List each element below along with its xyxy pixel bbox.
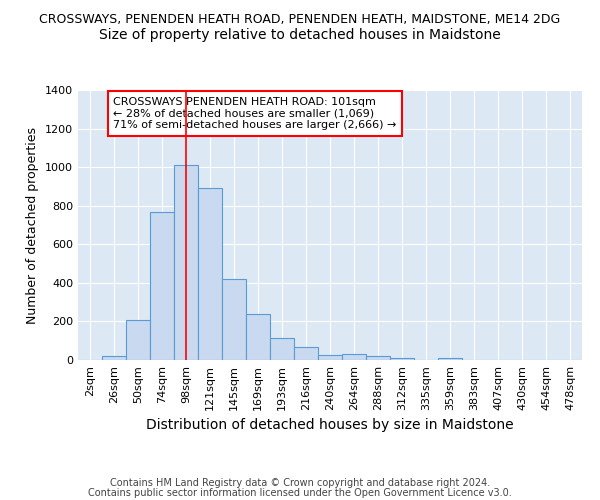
Bar — [126, 320, 150, 360]
Bar — [198, 188, 222, 360]
Bar — [174, 165, 198, 360]
Bar — [150, 212, 174, 360]
Bar — [294, 346, 318, 360]
Bar — [390, 358, 414, 360]
Text: CROSSWAYS PENENDEN HEATH ROAD: 101sqm
← 28% of detached houses are smaller (1,06: CROSSWAYS PENENDEN HEATH ROAD: 101sqm ← … — [113, 97, 397, 130]
Bar — [222, 279, 246, 360]
Bar — [342, 354, 366, 360]
Text: CROSSWAYS, PENENDEN HEATH ROAD, PENENDEN HEATH, MAIDSTONE, ME14 2DG: CROSSWAYS, PENENDEN HEATH ROAD, PENENDEN… — [40, 12, 560, 26]
Bar — [318, 355, 342, 360]
Bar — [246, 314, 270, 360]
Bar — [270, 338, 294, 360]
Text: Contains public sector information licensed under the Open Government Licence v3: Contains public sector information licen… — [88, 488, 512, 498]
Bar — [366, 356, 390, 360]
Text: Size of property relative to detached houses in Maidstone: Size of property relative to detached ho… — [99, 28, 501, 42]
Bar — [102, 356, 126, 360]
Text: Contains HM Land Registry data © Crown copyright and database right 2024.: Contains HM Land Registry data © Crown c… — [110, 478, 490, 488]
X-axis label: Distribution of detached houses by size in Maidstone: Distribution of detached houses by size … — [146, 418, 514, 432]
Y-axis label: Number of detached properties: Number of detached properties — [26, 126, 40, 324]
Bar — [438, 358, 462, 360]
